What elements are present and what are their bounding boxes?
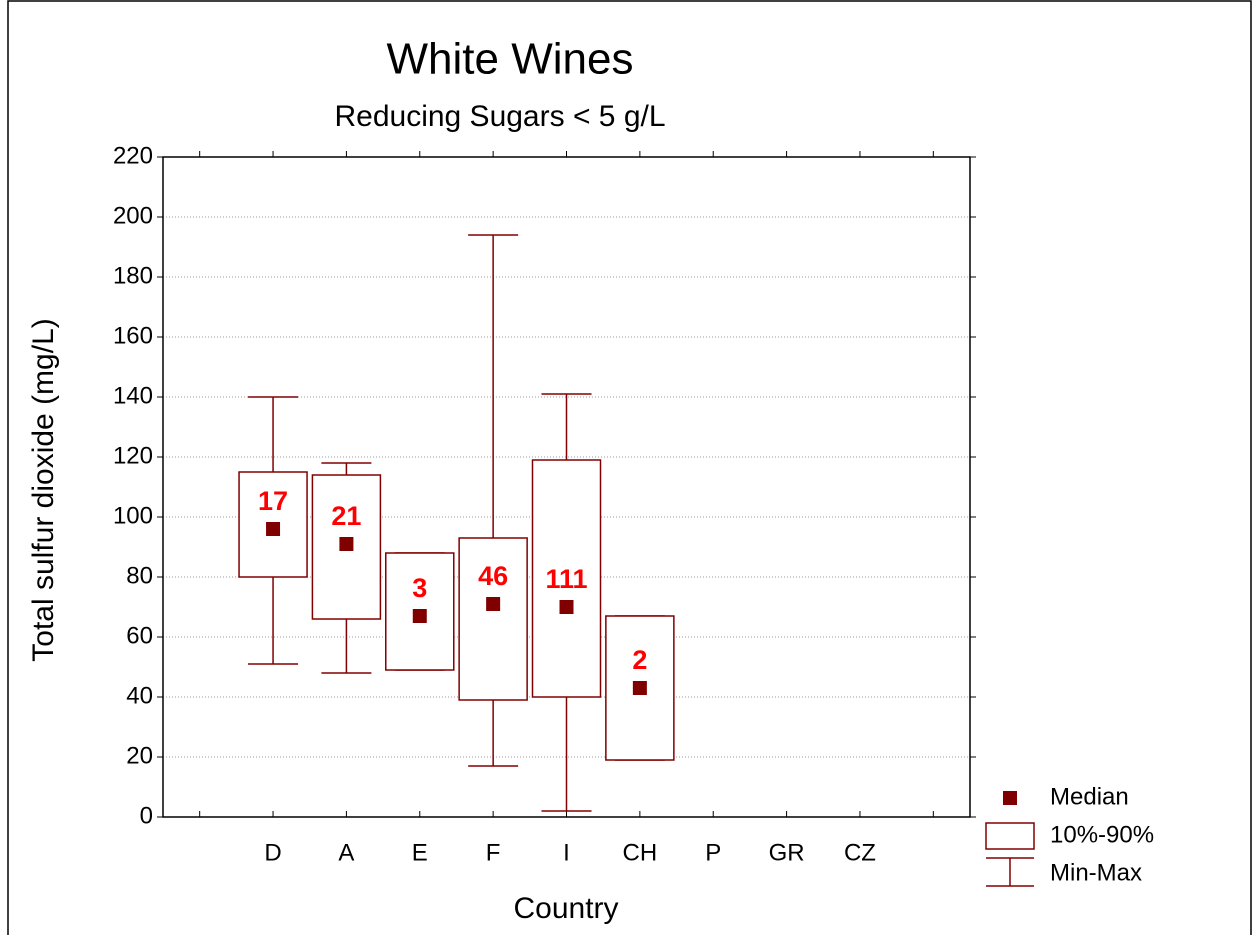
y-tick-label: 60 [126, 622, 153, 649]
legend-median [1003, 791, 1017, 805]
chart-title: White Wines [387, 35, 634, 84]
y-tick-label: 80 [126, 562, 153, 589]
box [458, 537, 528, 701]
x-tick-label: CH [623, 839, 658, 866]
y-tick-label: 180 [113, 262, 153, 289]
legend-label: 10%-90% [1050, 821, 1154, 848]
x-tick-label: CZ [844, 839, 876, 866]
count-label: 21 [331, 501, 361, 531]
x-tick-label: E [412, 839, 428, 866]
box [531, 459, 602, 698]
y-tick-label: 120 [113, 442, 153, 469]
legend-box [985, 822, 1035, 850]
x-axis-label: Country [513, 892, 618, 925]
count-label: 2 [632, 645, 647, 675]
x-tick-label: A [338, 839, 354, 866]
plot-area [162, 156, 971, 818]
median-marker [559, 600, 574, 614]
x-tick-label: F [486, 839, 501, 866]
x-tick-label: I [563, 839, 570, 866]
median-marker [486, 597, 501, 611]
median-marker [266, 522, 281, 536]
median-marker [412, 609, 427, 623]
y-tick-label: 160 [113, 322, 153, 349]
chart-subtitle: Reducing Sugars < 5 g/L [334, 100, 665, 133]
y-tick-label: 0 [140, 802, 153, 829]
x-tick-label: GR [769, 839, 805, 866]
y-axis-label: Total sulfur dioxide (mg/L) [27, 318, 60, 661]
median-marker [339, 537, 354, 551]
y-tick-label: 140 [113, 382, 153, 409]
y-tick-label: 40 [126, 682, 153, 709]
count-label: 111 [545, 564, 587, 594]
count-label: 17 [258, 486, 288, 516]
legend-label: Min-Max [1050, 859, 1142, 886]
legend-label: Median [1050, 783, 1129, 810]
y-tick-label: 100 [113, 502, 153, 529]
y-tick-label: 200 [113, 202, 153, 229]
x-tick-label: P [705, 839, 721, 866]
y-tick-label: 20 [126, 742, 153, 769]
y-tick-label: 220 [113, 142, 153, 169]
median-marker [632, 681, 647, 695]
count-label: 46 [478, 561, 508, 591]
x-tick-label: D [264, 839, 281, 866]
frame [7, 0, 1252, 935]
count-label: 3 [412, 573, 427, 603]
box [238, 471, 308, 578]
